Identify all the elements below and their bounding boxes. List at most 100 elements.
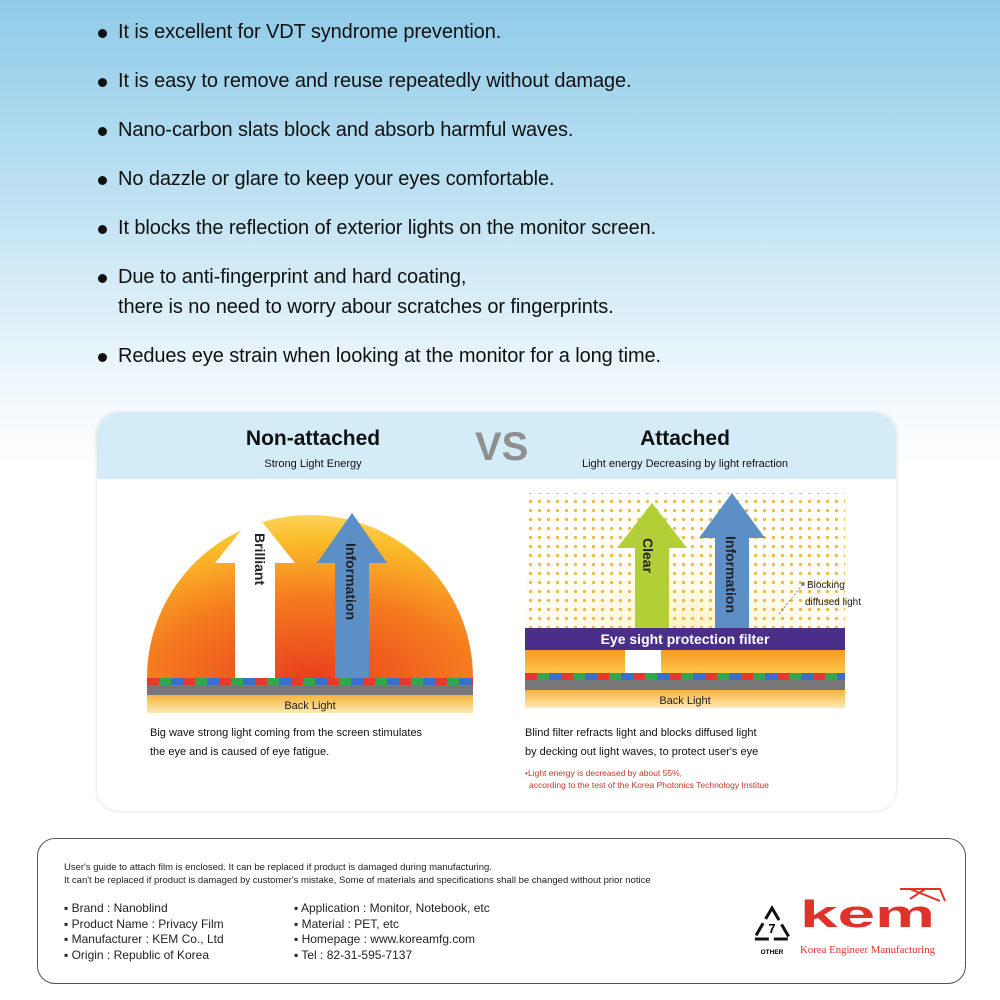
pixel-subpixel — [447, 678, 459, 685]
left-title: Non-attached — [245, 427, 381, 450]
feature-item: No dazzle or glare to keep your eyes com… — [96, 167, 896, 191]
pixel-subpixel — [147, 678, 159, 685]
left-subtitle: Strong Light Energy — [264, 458, 362, 470]
pixel-subpixel — [363, 678, 375, 685]
feature-item: It is excellent for VDT syndrome prevent… — [96, 20, 896, 44]
light-dome — [147, 515, 473, 678]
pixel-subpixel — [825, 673, 837, 680]
pixel-subpixel — [705, 673, 717, 680]
pixel-subpixel — [537, 673, 549, 680]
back-light-label: Back Light — [659, 695, 710, 707]
pixel-subpixel — [789, 673, 801, 680]
pixel-subpixel — [183, 678, 195, 685]
pixel-subpixel — [219, 678, 231, 685]
pixel-subpixel — [549, 673, 561, 680]
pixel-subpixel — [435, 678, 447, 685]
pixel-subpixel — [195, 678, 207, 685]
feature-item: Due to anti-fingerprint and hard coating… — [96, 265, 896, 319]
svg-text:OTHER: OTHER — [761, 949, 784, 956]
pixel-subpixel — [693, 673, 705, 680]
pixel-subpixel — [267, 678, 279, 685]
pixel-subpixel — [411, 678, 423, 685]
pixel-subpixel — [669, 673, 681, 680]
feature-item: It is easy to remove and reuse repeatedl… — [96, 69, 896, 93]
eye-sight-protection-filter — [525, 628, 845, 650]
pixel-subpixel — [765, 673, 777, 680]
pixel-subpixel — [777, 673, 789, 680]
comparison-header — [97, 413, 896, 479]
screen-layer — [147, 685, 473, 695]
pixel-subpixel — [339, 678, 351, 685]
feature-list: It is excellent for VDT syndrome prevent… — [96, 20, 896, 393]
blocking-label: Blocking — [807, 580, 845, 591]
information-label: Information — [343, 543, 359, 620]
pixel-subpixel — [423, 678, 435, 685]
pixel-subpixel — [459, 678, 471, 685]
non-attached-diagram: Brilliant Information Back Light — [147, 513, 473, 713]
pixel-subpixel — [255, 678, 267, 685]
back-light-layer — [525, 690, 845, 708]
clear-label: Clear — [640, 538, 656, 574]
pixel-subpixel — [729, 673, 741, 680]
information-arrow — [317, 513, 387, 678]
pixel-subpixel — [573, 673, 585, 680]
product-info-box: User's guide to attach film is enclosed.… — [37, 838, 966, 984]
pixel-subpixel — [681, 673, 693, 680]
back-light-layer — [147, 695, 473, 713]
svg-text:7: 7 — [768, 921, 775, 936]
kem-wordmark: kem — [800, 894, 935, 936]
attached-diagram: Clear Information Blocking diffused ligh… — [525, 493, 861, 708]
vs-label: VS — [475, 425, 529, 469]
screen-layer — [525, 680, 845, 690]
pixel-subpixel — [633, 673, 645, 680]
information-label: Information — [723, 536, 739, 613]
pixel-subpixel — [657, 673, 669, 680]
pixel-subpixel — [291, 678, 303, 685]
feature-item: It blocks the reflection of exterior lig… — [96, 216, 896, 240]
pixel-subpixel — [315, 678, 327, 685]
pixel-subpixel — [207, 678, 219, 685]
pixel-subpixel — [327, 678, 339, 685]
pixel-subpixel — [387, 678, 399, 685]
pixel-subpixel — [303, 678, 315, 685]
right-caption: Blind filter refracts light and blocks d… — [525, 727, 759, 758]
pixel-subpixel — [621, 673, 633, 680]
pixel-subpixel — [585, 673, 597, 680]
product-specs-left: Brand : NanoblindProduct Name : Privacy … — [64, 901, 224, 963]
pixel-subpixel — [717, 673, 729, 680]
pixel-subpixel — [231, 678, 243, 685]
pixel-subpixel — [801, 673, 813, 680]
comparison-panel: Non-attached Strong Light Energy VS Atta… — [97, 413, 896, 811]
pixel-subpixel — [609, 673, 621, 680]
guide-notice: User's guide to attach film is enclosed.… — [64, 862, 651, 886]
left-caption: Big wave strong light coming from the sc… — [150, 727, 423, 758]
product-specs-right: Application : Monitor, Notebook, etcMate… — [294, 901, 490, 963]
pixel-subpixel — [171, 678, 183, 685]
diffused-light-dots — [525, 493, 845, 628]
pixel-subpixel — [813, 673, 825, 680]
diffused-light-label: diffused light — [805, 597, 861, 608]
right-title: Attached — [640, 427, 730, 450]
pixel-subpixel — [597, 673, 609, 680]
pixel-subpixel — [471, 678, 473, 685]
brilliant-arrow — [215, 513, 295, 678]
clear-arrow — [617, 503, 687, 628]
pixel-subpixel — [351, 678, 363, 685]
pixel-subpixel — [375, 678, 387, 685]
recycle-7-icon: 7 OTHER — [751, 905, 793, 956]
pixel-subpixel — [525, 673, 537, 680]
brilliant-label: Brilliant — [252, 533, 268, 585]
kem-tagline: Korea Engineer Manufacturing — [800, 945, 935, 956]
feature-item: Nano-carbon slats block and absorb harmf… — [96, 118, 896, 142]
back-light-label: Back Light — [284, 700, 335, 712]
right-subtitle: Light energy Decreasing by light refract… — [581, 458, 789, 470]
pixel-subpixel — [399, 678, 411, 685]
information-arrow — [699, 493, 765, 628]
pixel-subpixel — [645, 673, 657, 680]
kem-logo: kem Korea Engineer Manufacturing — [800, 888, 946, 956]
feature-item: Redues eye strain when looking at the mo… — [96, 344, 896, 368]
test-note: •Light energy is decreased by about 55%,… — [525, 768, 769, 790]
filter-label: Eye sight protection filter — [601, 631, 770, 647]
pixel-subpixel — [159, 678, 171, 685]
pixel-subpixel — [279, 678, 291, 685]
